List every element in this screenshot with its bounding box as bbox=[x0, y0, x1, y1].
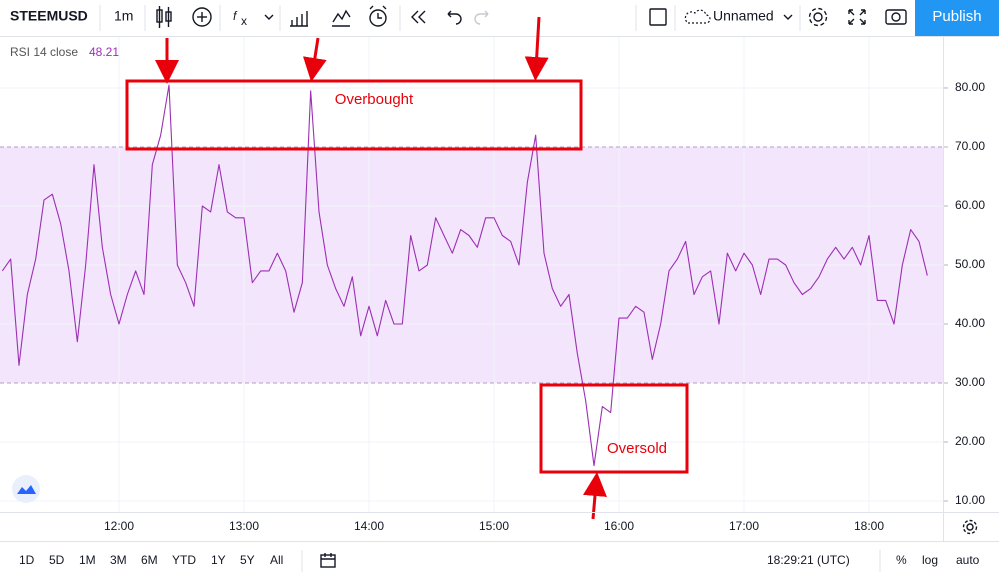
x-tick-label: 18:00 bbox=[854, 519, 884, 533]
auto-toggle[interactable]: auto bbox=[956, 553, 980, 567]
redo-icon[interactable] bbox=[474, 10, 489, 25]
interval[interactable]: 1m bbox=[114, 8, 133, 24]
expand-icon[interactable] bbox=[848, 9, 866, 25]
y-tick-label: 80.00 bbox=[955, 80, 985, 94]
x-tick-label: 12:00 bbox=[104, 519, 134, 533]
axis-settings[interactable] bbox=[962, 519, 978, 535]
range-button[interactable]: 3M bbox=[110, 553, 127, 567]
overbought-label: Overbought bbox=[335, 91, 414, 108]
svg-text:x: x bbox=[241, 14, 247, 28]
logo[interactable] bbox=[12, 475, 40, 503]
y-tick-label: 40.00 bbox=[955, 316, 985, 330]
legend-label: RSI 14 close bbox=[10, 45, 78, 59]
arrow bbox=[524, 16, 549, 81]
oversold-box bbox=[539, 383, 689, 474]
range-button[interactable]: 5Y bbox=[240, 553, 255, 567]
candles-icon[interactable] bbox=[156, 6, 172, 28]
publish-button[interactable] bbox=[915, 0, 999, 36]
percent-toggle[interactable]: % bbox=[896, 553, 907, 567]
clock: 18:29:21 (UTC) bbox=[767, 553, 850, 567]
range-button[interactable]: 1D bbox=[19, 553, 35, 567]
layout-name[interactable]: Unnamed bbox=[713, 8, 774, 24]
range-button[interactable]: 6M bbox=[141, 553, 158, 567]
settings-icon[interactable] bbox=[808, 7, 828, 27]
x-tick-label: 15:00 bbox=[479, 519, 509, 533]
y-tick-label: 10.00 bbox=[955, 493, 985, 507]
oversold-label: Oversold bbox=[607, 440, 667, 457]
range-button[interactable]: YTD bbox=[172, 553, 196, 567]
range-button[interactable]: 1M bbox=[79, 553, 96, 567]
legend-value: 48.21 bbox=[89, 45, 119, 59]
fullscreen-box-icon[interactable] bbox=[649, 8, 667, 26]
range-button[interactable]: 1Y bbox=[211, 553, 226, 567]
y-tick-label: 20.00 bbox=[955, 434, 985, 448]
x-tick-label: 17:00 bbox=[729, 519, 759, 533]
alert-icon[interactable] bbox=[369, 5, 387, 27]
range-button[interactable]: All bbox=[270, 553, 283, 567]
y-tick-label: 70.00 bbox=[955, 139, 985, 153]
x-tick-label: 16:00 bbox=[604, 519, 634, 533]
snapshot-icon[interactable] bbox=[885, 9, 907, 25]
undo-icon[interactable] bbox=[447, 10, 462, 25]
y-tick-label: 50.00 bbox=[955, 257, 985, 271]
y-tick-label: 60.00 bbox=[955, 198, 985, 212]
replay-icon[interactable] bbox=[411, 10, 426, 24]
arrow bbox=[583, 472, 607, 520]
x-tick-label: 13:00 bbox=[229, 519, 259, 533]
x-tick-label: 14:00 bbox=[354, 519, 384, 533]
template-icon[interactable] bbox=[332, 9, 351, 27]
plot-area bbox=[0, 37, 948, 512]
arrow bbox=[302, 37, 327, 82]
layout-menu[interactable] bbox=[783, 14, 793, 20]
goto-date-icon[interactable] bbox=[320, 553, 336, 568]
y-tick-label: 30.00 bbox=[955, 375, 985, 389]
range-bar: 1D 5D 1M 3M 6M YTD 1Y 5Y All bbox=[19, 553, 283, 567]
symbol[interactable]: STEEMUSD bbox=[10, 8, 88, 24]
publish-label[interactable]: Publish bbox=[932, 8, 981, 25]
overbought-box bbox=[125, 79, 583, 151]
log-toggle[interactable]: log bbox=[922, 553, 938, 567]
range-button[interactable]: 5D bbox=[49, 553, 65, 567]
svg-text:f: f bbox=[233, 9, 238, 23]
add-icon[interactable] bbox=[192, 7, 212, 27]
compare-icon[interactable] bbox=[290, 11, 308, 27]
